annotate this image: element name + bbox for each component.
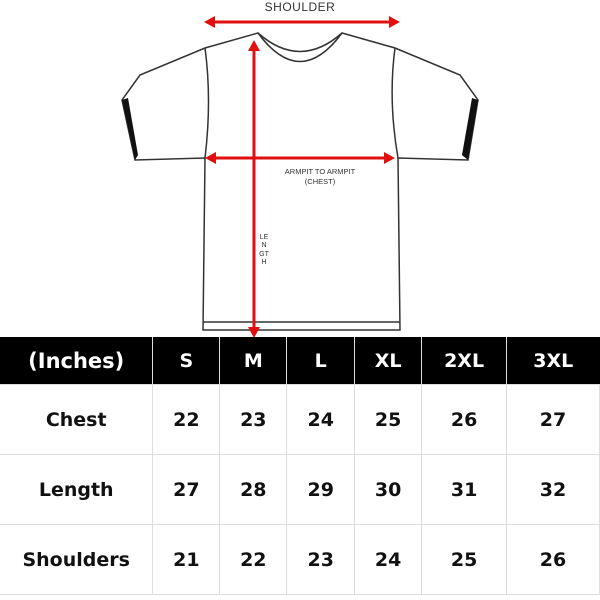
- size-value-cell: 26: [506, 524, 600, 595]
- table-header-row: (Inches) S M L XL 2XL 3XL: [0, 337, 600, 385]
- header-size: XL: [354, 337, 422, 385]
- size-value-cell: 24: [354, 524, 423, 595]
- header-size: M: [219, 337, 287, 385]
- size-value-cell: 25: [421, 524, 508, 595]
- header-size: 3XL: [506, 337, 600, 385]
- tshirt-illustration: [121, 16, 479, 338]
- shoulder-label: SHOULDER: [264, 0, 336, 14]
- size-value-cell: 30: [354, 454, 423, 525]
- size-table: (Inches) S M L XL 2XL 3XL Chest 22 23 24 25 2…: [0, 337, 600, 595]
- size-value-cell: 21: [152, 524, 221, 595]
- size-value-cell: 23: [219, 384, 288, 455]
- table-row: Shoulders 21 22 23 24 25 26: [0, 524, 600, 595]
- armpit-label: ARMPIT TO ARMPIT (CHEST): [270, 167, 370, 187]
- table-row: Chest 22 23 24 25 26 27: [0, 384, 600, 455]
- size-value-cell: 28: [219, 454, 288, 525]
- table-row: Length 27 28 29 30 31 32: [0, 454, 600, 525]
- row-label: Length: [0, 454, 154, 525]
- tshirt-diagram: SHOULDER ARMPIT TO ARMPIT (CHEST) LENGTH: [121, 0, 479, 338]
- size-value-cell: 31: [421, 454, 508, 525]
- size-value-cell: 22: [152, 384, 221, 455]
- row-label: Shoulders: [0, 524, 154, 595]
- header-size: S: [152, 337, 220, 385]
- header-size: 2XL: [421, 337, 507, 385]
- header-units: (Inches): [0, 337, 153, 385]
- size-value-cell: 25: [354, 384, 423, 455]
- right-cuff: [462, 98, 478, 160]
- size-value-cell: 27: [152, 454, 221, 525]
- size-value-cell: 26: [421, 384, 508, 455]
- size-value-cell: 22: [219, 524, 288, 595]
- length-label: LENGTH: [259, 234, 269, 267]
- row-label: Chest: [0, 384, 154, 455]
- left-cuff: [122, 98, 138, 160]
- size-value-cell: 29: [286, 454, 356, 525]
- size-value-cell: 32: [506, 454, 600, 525]
- header-size: L: [286, 337, 355, 385]
- armpit-label-line2: (CHEST): [304, 177, 336, 186]
- size-value-cell: 27: [506, 384, 600, 455]
- size-value-cell: 23: [286, 524, 356, 595]
- armpit-label-line1: ARMPIT TO ARMPIT: [284, 167, 356, 176]
- size-value-cell: 24: [286, 384, 356, 455]
